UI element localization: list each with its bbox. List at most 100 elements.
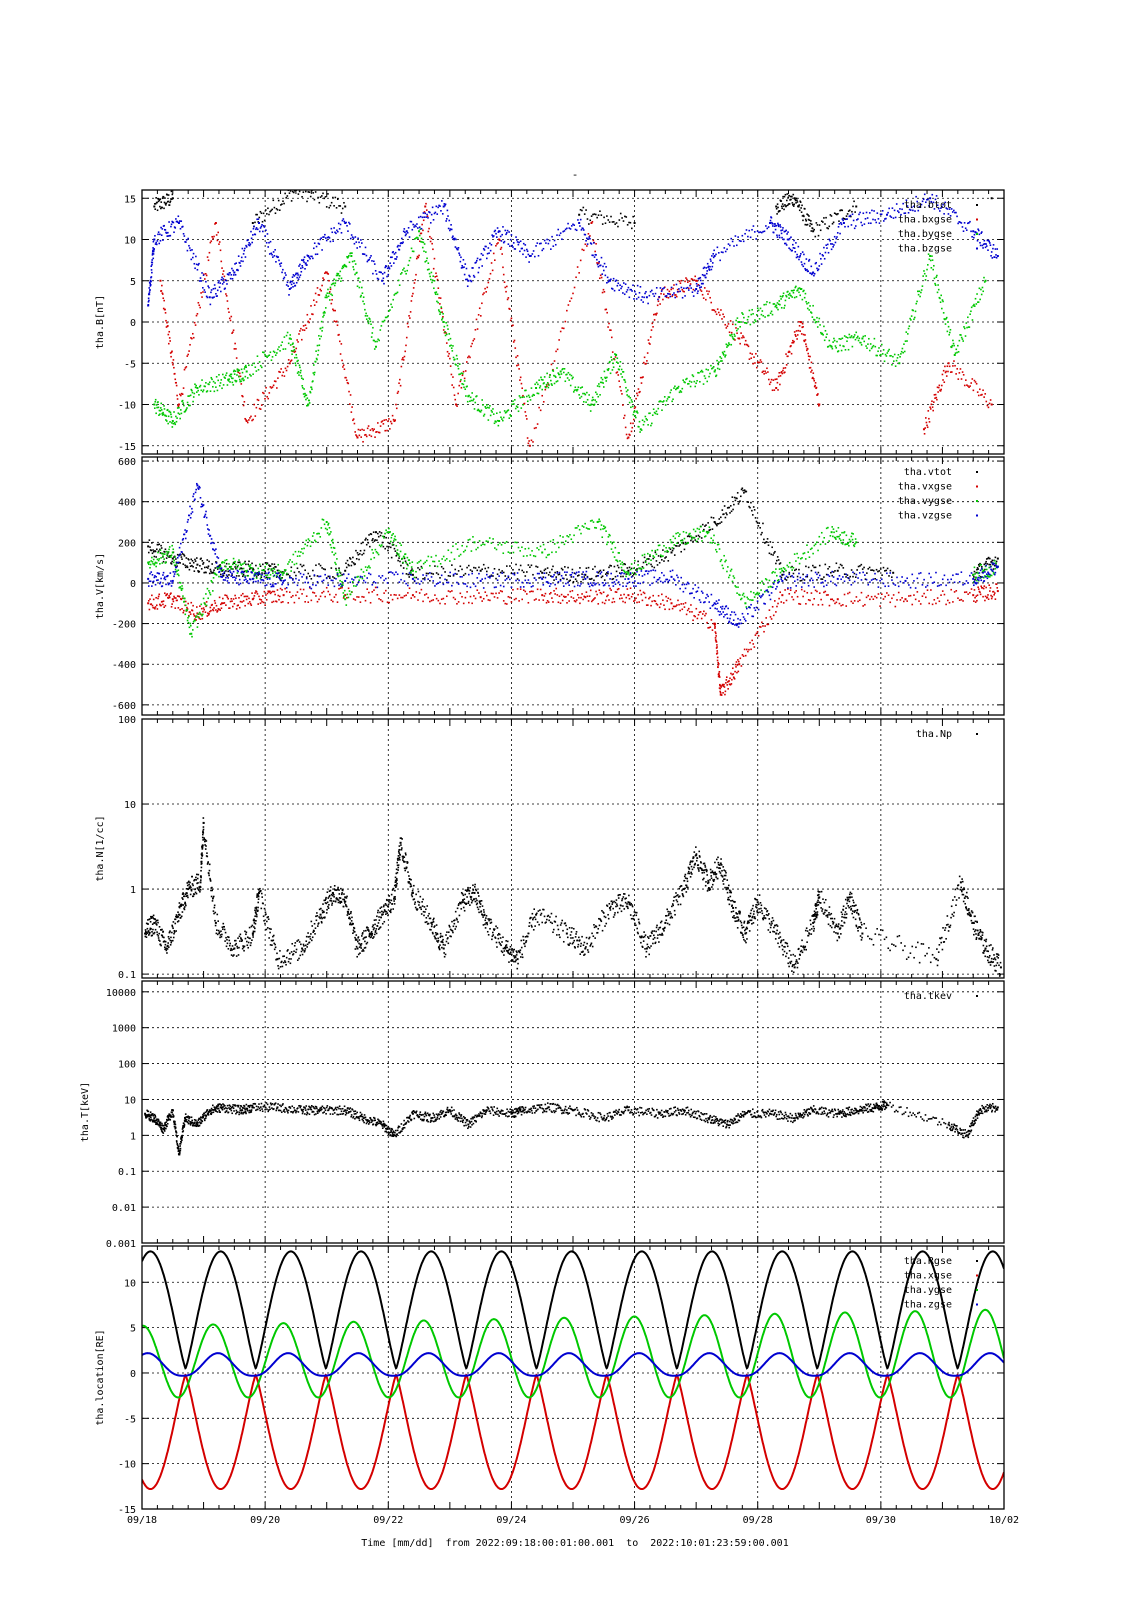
data-point <box>196 387 199 389</box>
data-point <box>425 251 427 253</box>
data-point <box>338 588 340 590</box>
data-point <box>690 381 693 383</box>
data-point <box>548 376 551 378</box>
data-point <box>174 607 177 609</box>
data-point <box>330 201 333 204</box>
data-point <box>312 569 314 572</box>
data-point <box>798 258 800 261</box>
data-point <box>617 374 620 376</box>
data-point <box>312 257 314 260</box>
data-point <box>717 522 720 525</box>
data-point <box>595 575 597 578</box>
data-point <box>819 229 822 232</box>
panel-2: -600-400-2000200400600tha.V[km/s]tha.vto… <box>95 456 1005 716</box>
data-point <box>809 225 811 227</box>
data-point <box>677 290 680 293</box>
data-point <box>502 419 504 422</box>
data-point <box>521 387 524 390</box>
data-point <box>395 407 398 410</box>
data-point <box>922 198 925 200</box>
data-point <box>872 218 874 221</box>
data-point <box>631 227 633 230</box>
data-point <box>337 272 340 275</box>
data-point <box>469 396 472 399</box>
data-point <box>486 406 489 409</box>
data-point <box>310 386 313 389</box>
data-point <box>731 323 734 326</box>
data-point <box>367 259 370 262</box>
data-point <box>365 318 368 320</box>
data-point <box>786 199 788 202</box>
data-point <box>811 227 814 230</box>
data-point <box>842 219 844 222</box>
data-point <box>798 568 800 571</box>
data-point <box>528 255 531 257</box>
data-point <box>256 218 258 221</box>
data-point <box>303 395 306 398</box>
data-point <box>942 203 944 206</box>
data-point <box>254 415 257 417</box>
data-point <box>155 596 157 599</box>
data-point <box>712 517 715 519</box>
data-point <box>342 597 345 599</box>
data-point <box>748 358 751 360</box>
data-point <box>615 570 618 573</box>
data-point <box>179 608 181 611</box>
data-point <box>179 562 181 564</box>
data-point <box>494 229 497 232</box>
data-point <box>797 245 800 248</box>
data-point <box>800 261 803 263</box>
data-point <box>808 260 810 262</box>
data-point <box>195 391 198 393</box>
data-point <box>770 378 773 381</box>
data-point <box>230 315 233 318</box>
data-point <box>234 342 236 345</box>
data-point <box>884 570 886 572</box>
data-point <box>819 252 821 255</box>
data-point <box>750 313 753 316</box>
data-point <box>369 320 372 323</box>
data-point <box>325 239 328 242</box>
data-point <box>351 406 353 408</box>
data-point <box>415 273 417 276</box>
data-point <box>871 346 874 348</box>
data-point <box>587 600 590 602</box>
data-point <box>184 600 187 603</box>
data-point <box>327 295 330 298</box>
data-point <box>601 575 604 578</box>
data-point <box>733 503 735 506</box>
data-point <box>526 437 529 439</box>
data-point <box>746 344 749 346</box>
data-point <box>991 257 994 259</box>
data-point <box>801 322 804 325</box>
data-point <box>271 356 274 358</box>
data-point <box>703 528 705 531</box>
data-point <box>585 209 587 211</box>
data-point <box>486 594 488 597</box>
data-point <box>323 310 326 313</box>
data-point <box>817 234 820 237</box>
data-point <box>482 254 484 257</box>
data-point <box>755 238 757 240</box>
data-point <box>836 232 839 234</box>
data-point <box>868 337 870 340</box>
data-point <box>481 302 483 305</box>
data-point <box>235 608 238 610</box>
data-point <box>778 236 781 239</box>
data-point <box>749 506 751 509</box>
data-point <box>598 260 600 263</box>
data-point <box>376 539 378 542</box>
data-point <box>810 569 813 572</box>
data-point <box>478 409 480 412</box>
data-point <box>830 248 833 251</box>
data-point <box>235 575 238 577</box>
data-point <box>829 214 832 216</box>
data-point <box>839 209 841 212</box>
data-point <box>204 566 206 569</box>
data-point <box>701 282 703 285</box>
data-point <box>469 279 472 282</box>
data-point <box>336 198 339 200</box>
data-point <box>347 230 349 232</box>
data-point <box>845 576 847 578</box>
data-point <box>541 594 544 597</box>
